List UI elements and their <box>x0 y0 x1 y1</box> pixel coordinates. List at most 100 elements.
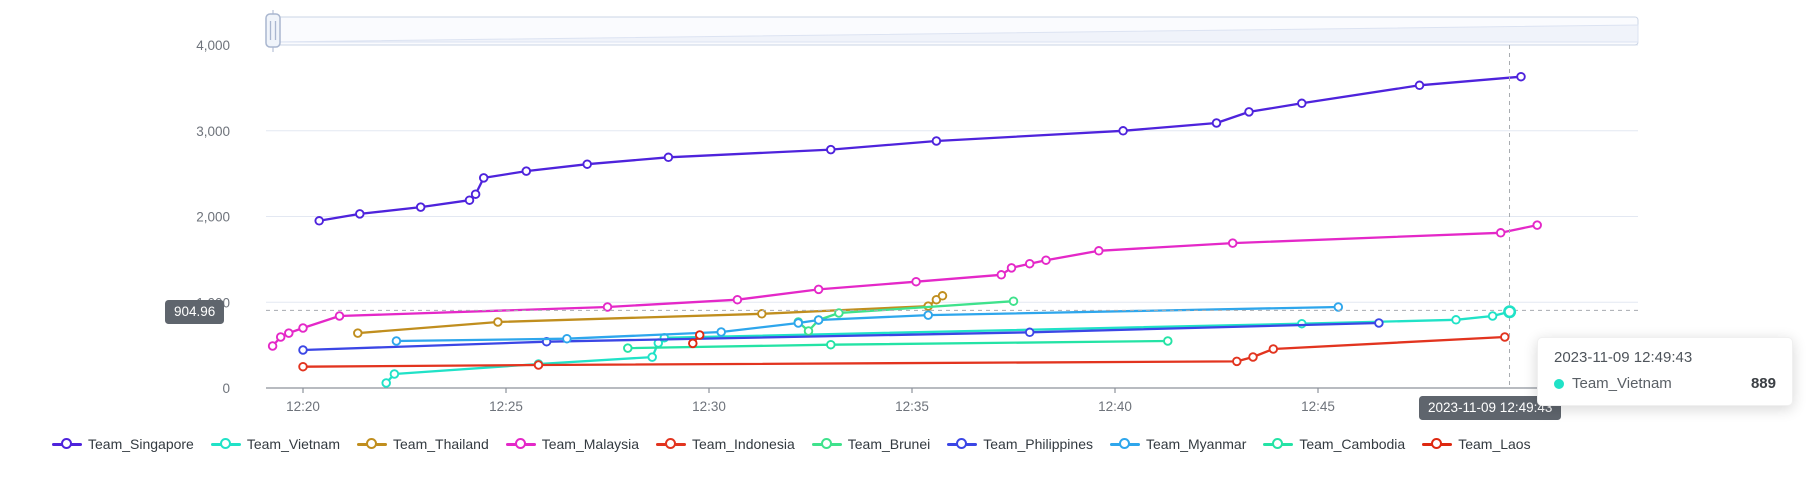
data-point-team_myanmar[interactable] <box>391 336 402 346</box>
data-point-team_philippines[interactable] <box>1374 318 1384 328</box>
data-point-team_indonesia[interactable] <box>1248 352 1258 362</box>
data-point-team_singapore[interactable] <box>355 209 365 219</box>
data-point-team_myanmar[interactable] <box>813 315 824 325</box>
data-point-team_brunei[interactable] <box>834 308 844 318</box>
data-point-team_myanmar[interactable] <box>716 327 726 337</box>
highlighted-point[interactable] <box>1503 305 1517 319</box>
x-axis-tick-label: 12:35 <box>895 399 929 414</box>
data-point-team_singapore[interactable] <box>1118 126 1128 136</box>
data-point-team_myanmar[interactable] <box>1333 302 1344 312</box>
data-point-team_singapore[interactable] <box>931 136 942 146</box>
data-point-team_singapore[interactable] <box>1516 71 1526 82</box>
data-point-team_laos[interactable] <box>694 330 705 340</box>
data-point-team_singapore[interactable] <box>478 173 489 183</box>
y-axis-tick-label: 0 <box>222 381 230 396</box>
data-point-team_malaysia[interactable] <box>1006 263 1017 273</box>
legend-marker-icon <box>1263 438 1294 450</box>
data-point-team_indonesia[interactable] <box>1232 356 1242 367</box>
data-point-team_vietnam[interactable] <box>1451 315 1461 325</box>
data-point-team_brunei[interactable] <box>1008 296 1019 306</box>
datazoom-left-handle[interactable] <box>265 10 281 52</box>
legend-item-team_cambodia[interactable]: Team_Cambodia <box>1263 436 1405 452</box>
data-point-team_thailand[interactable] <box>937 291 948 301</box>
legend-marker-icon <box>357 438 387 450</box>
legend-item-team_indonesia[interactable]: Team_Indonesia <box>656 436 795 452</box>
data-point-team_singapore[interactable] <box>470 189 481 199</box>
data-point-team_philippines[interactable] <box>1024 327 1035 338</box>
x-axis-tick-label: 12:20 <box>286 399 320 414</box>
legend-item-team_malaysia[interactable]: Team_Malaysia <box>505 436 639 452</box>
tooltip-series-name: Team_Vietnam <box>1572 375 1672 392</box>
y-axis-tick-label: 2,000 <box>196 210 230 225</box>
data-point-team_singapore[interactable] <box>826 144 836 155</box>
legend-item-team_philippines[interactable]: Team_Philippines <box>947 436 1093 452</box>
data-point-team_singapore[interactable] <box>464 195 475 205</box>
data-point-team_thailand[interactable] <box>493 317 503 327</box>
legend-label: Team_Brunei <box>847 436 931 452</box>
legend-item-team_singapore[interactable]: Team_Singapore <box>52 436 194 452</box>
legend-label: Team_Malaysia <box>541 436 639 452</box>
legend-label: Team_Indonesia <box>692 436 795 452</box>
data-point-team_malaysia[interactable] <box>1041 255 1051 265</box>
data-point-team_myanmar[interactable] <box>793 318 804 328</box>
legend-label: Team_Laos <box>1458 436 1531 452</box>
tooltip-series-value: 889 <box>1750 375 1776 392</box>
legend-item-team_thailand[interactable]: Team_Thailand <box>357 436 489 452</box>
series-line-team_philippines <box>301 321 1381 352</box>
data-point-team_brunei[interactable] <box>803 326 814 336</box>
data-point-team_malaysia[interactable] <box>1532 220 1542 230</box>
series-line-team_malaysia <box>271 223 1539 348</box>
data-point-team_malaysia[interactable] <box>911 276 921 287</box>
data-point-team_malaysia[interactable] <box>996 270 1007 280</box>
data-point-team_vietnam[interactable] <box>389 369 400 379</box>
data-point-team_singapore[interactable] <box>1211 118 1222 128</box>
data-point-team_malaysia[interactable] <box>267 341 278 351</box>
data-point-team_malaysia[interactable] <box>298 323 308 333</box>
data-point-team_myanmar[interactable] <box>923 310 933 320</box>
data-point-team_malaysia[interactable] <box>334 311 345 321</box>
legend-item-team_myanmar[interactable]: Team_Myanmar <box>1109 436 1247 452</box>
data-point-team_malaysia[interactable] <box>1094 246 1104 256</box>
data-point-team_malaysia[interactable] <box>813 284 824 295</box>
data-point-team_malaysia[interactable] <box>732 294 743 305</box>
data-point-team_malaysia[interactable] <box>602 302 613 312</box>
data-point-team_malaysia[interactable] <box>1227 238 1238 248</box>
data-point-team_singapore[interactable] <box>314 216 324 226</box>
data-point-team_vietnam[interactable] <box>647 352 657 362</box>
legend-item-team_brunei[interactable]: Team_Brunei <box>811 436 931 452</box>
data-point-team_myanmar[interactable] <box>562 333 572 344</box>
legend-label: Team_Myanmar <box>1145 436 1247 452</box>
data-point-team_malaysia[interactable] <box>1024 258 1035 269</box>
data-point-team_cambodia[interactable] <box>1163 336 1173 346</box>
data-point-team_malaysia[interactable] <box>1495 228 1506 238</box>
data-point-team_cambodia[interactable] <box>623 343 633 353</box>
legend-item-team_vietnam[interactable]: Team_Vietnam <box>210 436 340 452</box>
data-point-team_singapore[interactable] <box>521 166 532 176</box>
data-point-team_philippines[interactable] <box>298 345 308 355</box>
data-point-team_singapore[interactable] <box>1244 107 1254 117</box>
data-point-team_thailand[interactable] <box>353 328 363 338</box>
series-line-team_indonesia <box>301 335 1506 368</box>
data-point-team_vietnam[interactable] <box>1487 311 1498 321</box>
data-point-team_indonesia[interactable] <box>533 360 544 370</box>
data-point-team_thailand[interactable] <box>757 309 767 319</box>
data-point-team_indonesia[interactable] <box>1268 344 1279 354</box>
tooltip-timestamp: 2023-11-09 12:49:43 <box>1554 349 1693 366</box>
data-point-team_singapore[interactable] <box>663 152 674 163</box>
data-point-team_vietnam[interactable] <box>1297 318 1307 329</box>
data-point-team_malaysia[interactable] <box>275 332 286 342</box>
legend-marker-icon <box>1109 438 1140 450</box>
data-point-team_vietnam[interactable] <box>381 378 391 388</box>
data-point-team_indonesia[interactable] <box>298 361 308 372</box>
data-point-team_singapore[interactable] <box>1414 80 1425 91</box>
data-point-team_malaysia[interactable] <box>284 328 294 338</box>
data-point-team_indonesia[interactable] <box>1500 332 1510 342</box>
legend-item-team_laos[interactable]: Team_Laos <box>1422 436 1531 452</box>
data-point-team_laos[interactable] <box>688 338 698 349</box>
data-point-team_cambodia[interactable] <box>826 339 836 350</box>
data-point-team_singapore[interactable] <box>415 202 426 212</box>
data-point-team_singapore[interactable] <box>1297 98 1307 109</box>
data-point-team_singapore[interactable] <box>582 159 592 169</box>
